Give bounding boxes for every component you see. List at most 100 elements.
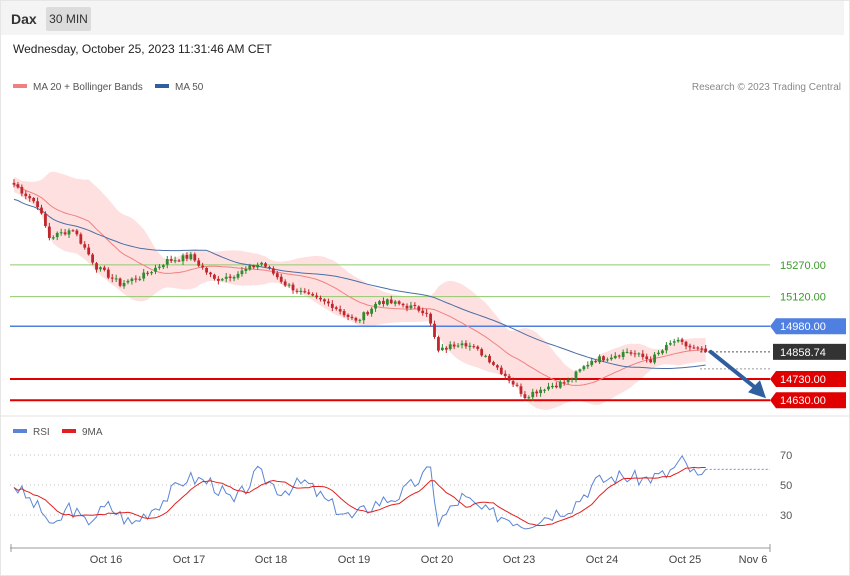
candle [637, 352, 641, 357]
candle-body [507, 376, 511, 381]
candle [150, 270, 153, 276]
candle-body [617, 355, 621, 357]
candle [299, 287, 303, 295]
candle [291, 282, 295, 294]
candle [181, 253, 185, 265]
candle [429, 312, 432, 327]
candle [609, 354, 613, 361]
candle-body [452, 344, 456, 347]
candle [240, 266, 244, 277]
candle-body [95, 263, 98, 270]
candle [307, 289, 311, 295]
candle-body [684, 341, 688, 347]
candle-body [535, 391, 539, 394]
candle-body [519, 386, 523, 394]
candle-body [236, 273, 240, 278]
candle [197, 257, 201, 268]
candle [319, 295, 322, 302]
candle-body [606, 359, 609, 361]
candle-body [303, 291, 307, 293]
candle [311, 292, 315, 297]
rsi-ma-line [13, 466, 706, 527]
candle-body [358, 319, 362, 321]
legend-bb-label: MA 20 + Bollinger Bands [33, 82, 143, 93]
candle [205, 267, 208, 275]
candle-body [440, 347, 444, 351]
legend-ma50-label: MA 50 [175, 82, 204, 93]
candle [641, 350, 645, 360]
candle [547, 382, 550, 391]
candle-body [625, 351, 629, 353]
candle [590, 357, 594, 367]
timeframe-button[interactable]: 30 MIN [46, 7, 91, 31]
candle-body [264, 263, 267, 267]
candle-body [609, 357, 613, 360]
candle [527, 395, 531, 401]
candle-body [142, 272, 146, 279]
candle-body [511, 381, 515, 385]
candle [633, 350, 637, 358]
x-tick-label: Oct 19 [338, 554, 370, 566]
candle [346, 313, 350, 321]
candle-body [495, 365, 499, 368]
candle-body [602, 356, 605, 361]
candle [397, 300, 401, 306]
rsi-line [13, 454, 707, 530]
candle-body [40, 207, 43, 214]
candle [236, 271, 240, 280]
candle [295, 288, 299, 294]
candle [405, 303, 409, 312]
x-tick-label: Oct 20 [421, 554, 453, 566]
candle [189, 251, 193, 261]
candle [425, 309, 429, 317]
level-tag-14730 [770, 371, 846, 388]
candle [535, 389, 539, 397]
candle-body [598, 356, 601, 363]
candle-body [279, 276, 283, 282]
candle-body [472, 346, 476, 348]
candle [594, 359, 598, 364]
candle [338, 305, 342, 315]
candle [385, 298, 389, 306]
candle-body [216, 278, 220, 281]
candle [173, 256, 177, 264]
x-tick-label: Oct 16 [90, 554, 122, 566]
candle-body [197, 260, 201, 266]
candle [606, 357, 609, 362]
candle-body [102, 267, 106, 270]
legend-bb-swatch [13, 84, 27, 88]
candle-body [169, 259, 173, 261]
candle-body [256, 264, 260, 268]
candle [625, 348, 629, 354]
candle-body [67, 230, 71, 235]
candle [244, 266, 248, 274]
rsi-tick-70: 70 [780, 450, 792, 462]
candle [138, 276, 142, 282]
candle-body [51, 237, 55, 239]
candle [315, 292, 319, 300]
candle-body [55, 232, 59, 238]
candle [228, 273, 232, 282]
candle [185, 252, 189, 262]
candle [20, 184, 24, 197]
candle [437, 335, 440, 353]
candle [480, 347, 484, 357]
candle [440, 343, 444, 351]
candle-body [287, 284, 291, 286]
candle-body [12, 182, 16, 185]
level-label-14630: 14630.00 [780, 395, 826, 407]
rsi-tick-50: 50 [780, 480, 792, 492]
candle-body [460, 343, 464, 346]
x-tick-label: Oct 17 [173, 554, 205, 566]
candle-body [661, 350, 664, 354]
candle-body [464, 343, 468, 347]
candle [692, 344, 696, 350]
candle [362, 311, 366, 324]
candle [142, 268, 146, 282]
candle-body [354, 317, 358, 321]
candle [161, 263, 165, 270]
candle-body [71, 230, 75, 232]
candle [16, 182, 20, 189]
candle [570, 377, 574, 383]
